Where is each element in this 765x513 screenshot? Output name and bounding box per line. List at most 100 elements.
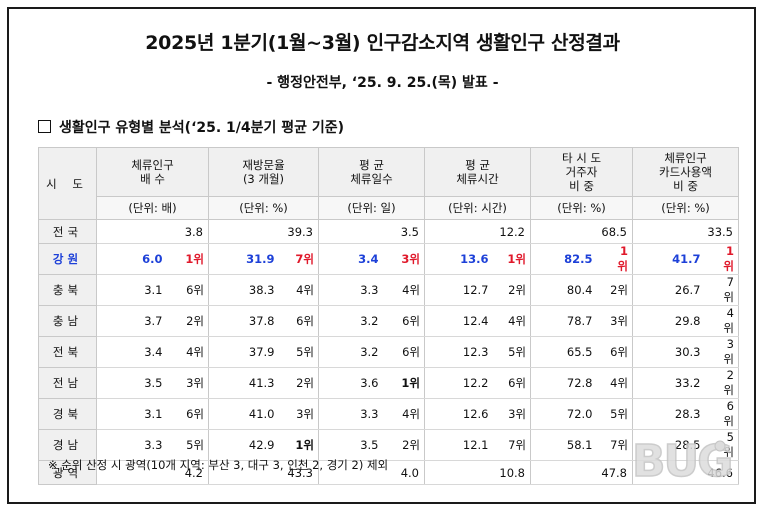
rank-cell: 7위	[288, 243, 319, 275]
table-row: 전국 3.8 39.3 3.5 12.2 68.5 33.5	[38, 219, 739, 244]
table-row: 강원 6.0 1위 31.9 7위 3.4 3위 13.6 1위 82.5 1위 41.7 1위	[38, 243, 739, 275]
rank-cell: 4위	[288, 274, 319, 306]
value-cell: 10.8	[424, 460, 531, 485]
unit-col-6: (단위: %)	[632, 196, 739, 220]
value-cell: 58.1	[530, 429, 607, 461]
header-col-2-line1: 재방문율	[242, 158, 285, 172]
page-subtitle: - 행정안전부, ‘25. 9. 25.(목) 발표 -	[266, 75, 499, 91]
header-col-6-line2: 카드사용액	[659, 165, 712, 179]
value-cell: 78.7	[530, 305, 607, 337]
value-cell: 3.7	[96, 305, 177, 337]
header-col-6: 체류인구 카드사용액 비 중	[632, 147, 739, 197]
header-col-2-line2: (3 개월)	[242, 172, 285, 186]
header-col-5: 타 시 도 거주자 비 중	[530, 147, 633, 197]
region-cell: 전남	[38, 367, 97, 399]
unit-col-5: (단위: %)	[530, 196, 633, 220]
region-cell: 전북	[38, 336, 97, 368]
value-cell: 47.8	[530, 460, 633, 485]
value-cell: 3.5	[318, 429, 393, 461]
value-cell: 72.0	[530, 398, 607, 430]
header-col-6-line3: 비 중	[673, 179, 698, 193]
rank-cell: 4위	[714, 305, 739, 337]
rank-cell: 2위	[606, 274, 633, 306]
table-header: 시 도 체류인구 배 수 재방문율 (3 개월) 평 균 체류일수 평 균 체류시간 타…	[38, 147, 739, 220]
value-cell: 13.6	[424, 243, 503, 275]
region-cell: 경남	[38, 429, 97, 461]
rank-cell: 4위	[606, 367, 633, 399]
rank-cell: 3위	[714, 336, 739, 368]
value-cell: 6.0	[96, 243, 177, 275]
unit-col-3: (단위: 일)	[318, 196, 425, 220]
rank-cell: 1위	[392, 367, 425, 399]
value-cell: 37.9	[208, 336, 289, 368]
value-cell: 12.3	[424, 336, 503, 368]
rank-cell: 2위	[714, 367, 739, 399]
value-cell: 12.6	[424, 398, 503, 430]
value-cell: 3.3	[318, 398, 393, 430]
header-col-4-line1: 평 균	[465, 158, 490, 172]
value-cell: 37.8	[208, 305, 289, 337]
value-cell: 68.5	[530, 219, 633, 244]
value-cell: 12.4	[424, 305, 503, 337]
value-cell: 33.5	[632, 219, 739, 244]
table-row: 경북 3.1 6위 41.0 3위 3.3 4위 12.6 3위 72.0 5위 28.3 6위	[38, 398, 739, 430]
rank-cell: 6위	[606, 336, 633, 368]
table-row: 충남 3.7 2위 37.8 6위 3.2 6위 12.4 4위 78.7 3위 29.8 4위	[38, 305, 739, 337]
rank-cell: 5위	[176, 429, 209, 461]
value-cell: 3.3	[96, 429, 177, 461]
rank-cell: 6위	[176, 398, 209, 430]
header-col-3-line1: 평 균	[359, 158, 384, 172]
rank-cell: 3위	[606, 305, 633, 337]
value-cell: 41.0	[208, 398, 289, 430]
value-cell: 46.6	[632, 460, 739, 485]
value-cell: 12.1	[424, 429, 503, 461]
value-cell: 65.5	[530, 336, 607, 368]
rank-cell: 1위	[288, 429, 319, 461]
rank-cell: 1위	[502, 243, 531, 275]
value-cell: 26.7	[632, 274, 715, 306]
value-cell: 82.5	[530, 243, 607, 275]
region-cell: 경북	[38, 398, 97, 430]
value-cell: 30.3	[632, 336, 715, 368]
rank-cell: 4위	[176, 336, 209, 368]
value-cell: 4.2	[96, 460, 209, 485]
header-col-1-line2: 배 수	[140, 172, 165, 186]
rank-cell: 1위	[714, 243, 739, 275]
value-cell: 41.3	[208, 367, 289, 399]
footnote: ※ 순위 산정 시 광역(10개 지역: 부산 3, 대구 3, 인천 2, 경…	[48, 458, 389, 472]
rank-cell: 1위	[176, 243, 209, 275]
rank-cell: 2위	[392, 429, 425, 461]
value-cell: 3.1	[96, 274, 177, 306]
value-cell: 80.4	[530, 274, 607, 306]
table-row: 경남 3.3 5위 42.9 1위 3.5 2위 12.1 7위 58.1 7위 28.5 5위	[38, 429, 739, 461]
rank-cell: 6위	[288, 305, 319, 337]
value-cell: 38.3	[208, 274, 289, 306]
header-col-5-line1: 타 시 도	[561, 151, 602, 165]
rank-cell: 4위	[392, 274, 425, 306]
rank-cell: 7위	[502, 429, 531, 461]
value-cell: 3.3	[318, 274, 393, 306]
value-cell: 3.4	[96, 336, 177, 368]
table-row: 광역 4.2 43.3 4.0 10.8 47.8 46.6	[38, 460, 739, 485]
value-cell: 12.7	[424, 274, 503, 306]
checkbox-square-icon	[38, 120, 51, 133]
value-cell: 3.2	[318, 305, 393, 337]
table-row: 충북 3.1 6위 38.3 4위 3.3 4위 12.7 2위 80.4 2위 26.7 7위	[38, 274, 739, 306]
header-col-3: 평 균 체류일수	[318, 147, 425, 197]
unit-col-4: (단위: 시간)	[424, 196, 531, 220]
rank-cell: 2위	[502, 274, 531, 306]
region-cell: 광역	[38, 460, 97, 485]
rank-cell: 2위	[288, 367, 319, 399]
value-cell: 33.2	[632, 367, 715, 399]
section-heading: 생활인구 유형별 분석(‘25. 1/4분기 평균 기준)	[38, 117, 344, 137]
page-title: 2025년 1분기(1월~3월) 인구감소지역 생활인구 산정결과	[145, 32, 620, 54]
value-cell: 3.6	[318, 367, 393, 399]
rank-cell: 7위	[606, 429, 633, 461]
value-cell: 3.5	[96, 367, 177, 399]
rank-cell: 1위	[606, 243, 633, 275]
rank-cell: 4위	[502, 305, 531, 337]
section-heading-text: 생활인구 유형별 분석(‘25. 1/4분기 평균 기준)	[59, 120, 345, 136]
rank-cell: 4위	[392, 398, 425, 430]
rank-cell: 6위	[714, 398, 739, 430]
rank-cell: 6위	[392, 336, 425, 368]
